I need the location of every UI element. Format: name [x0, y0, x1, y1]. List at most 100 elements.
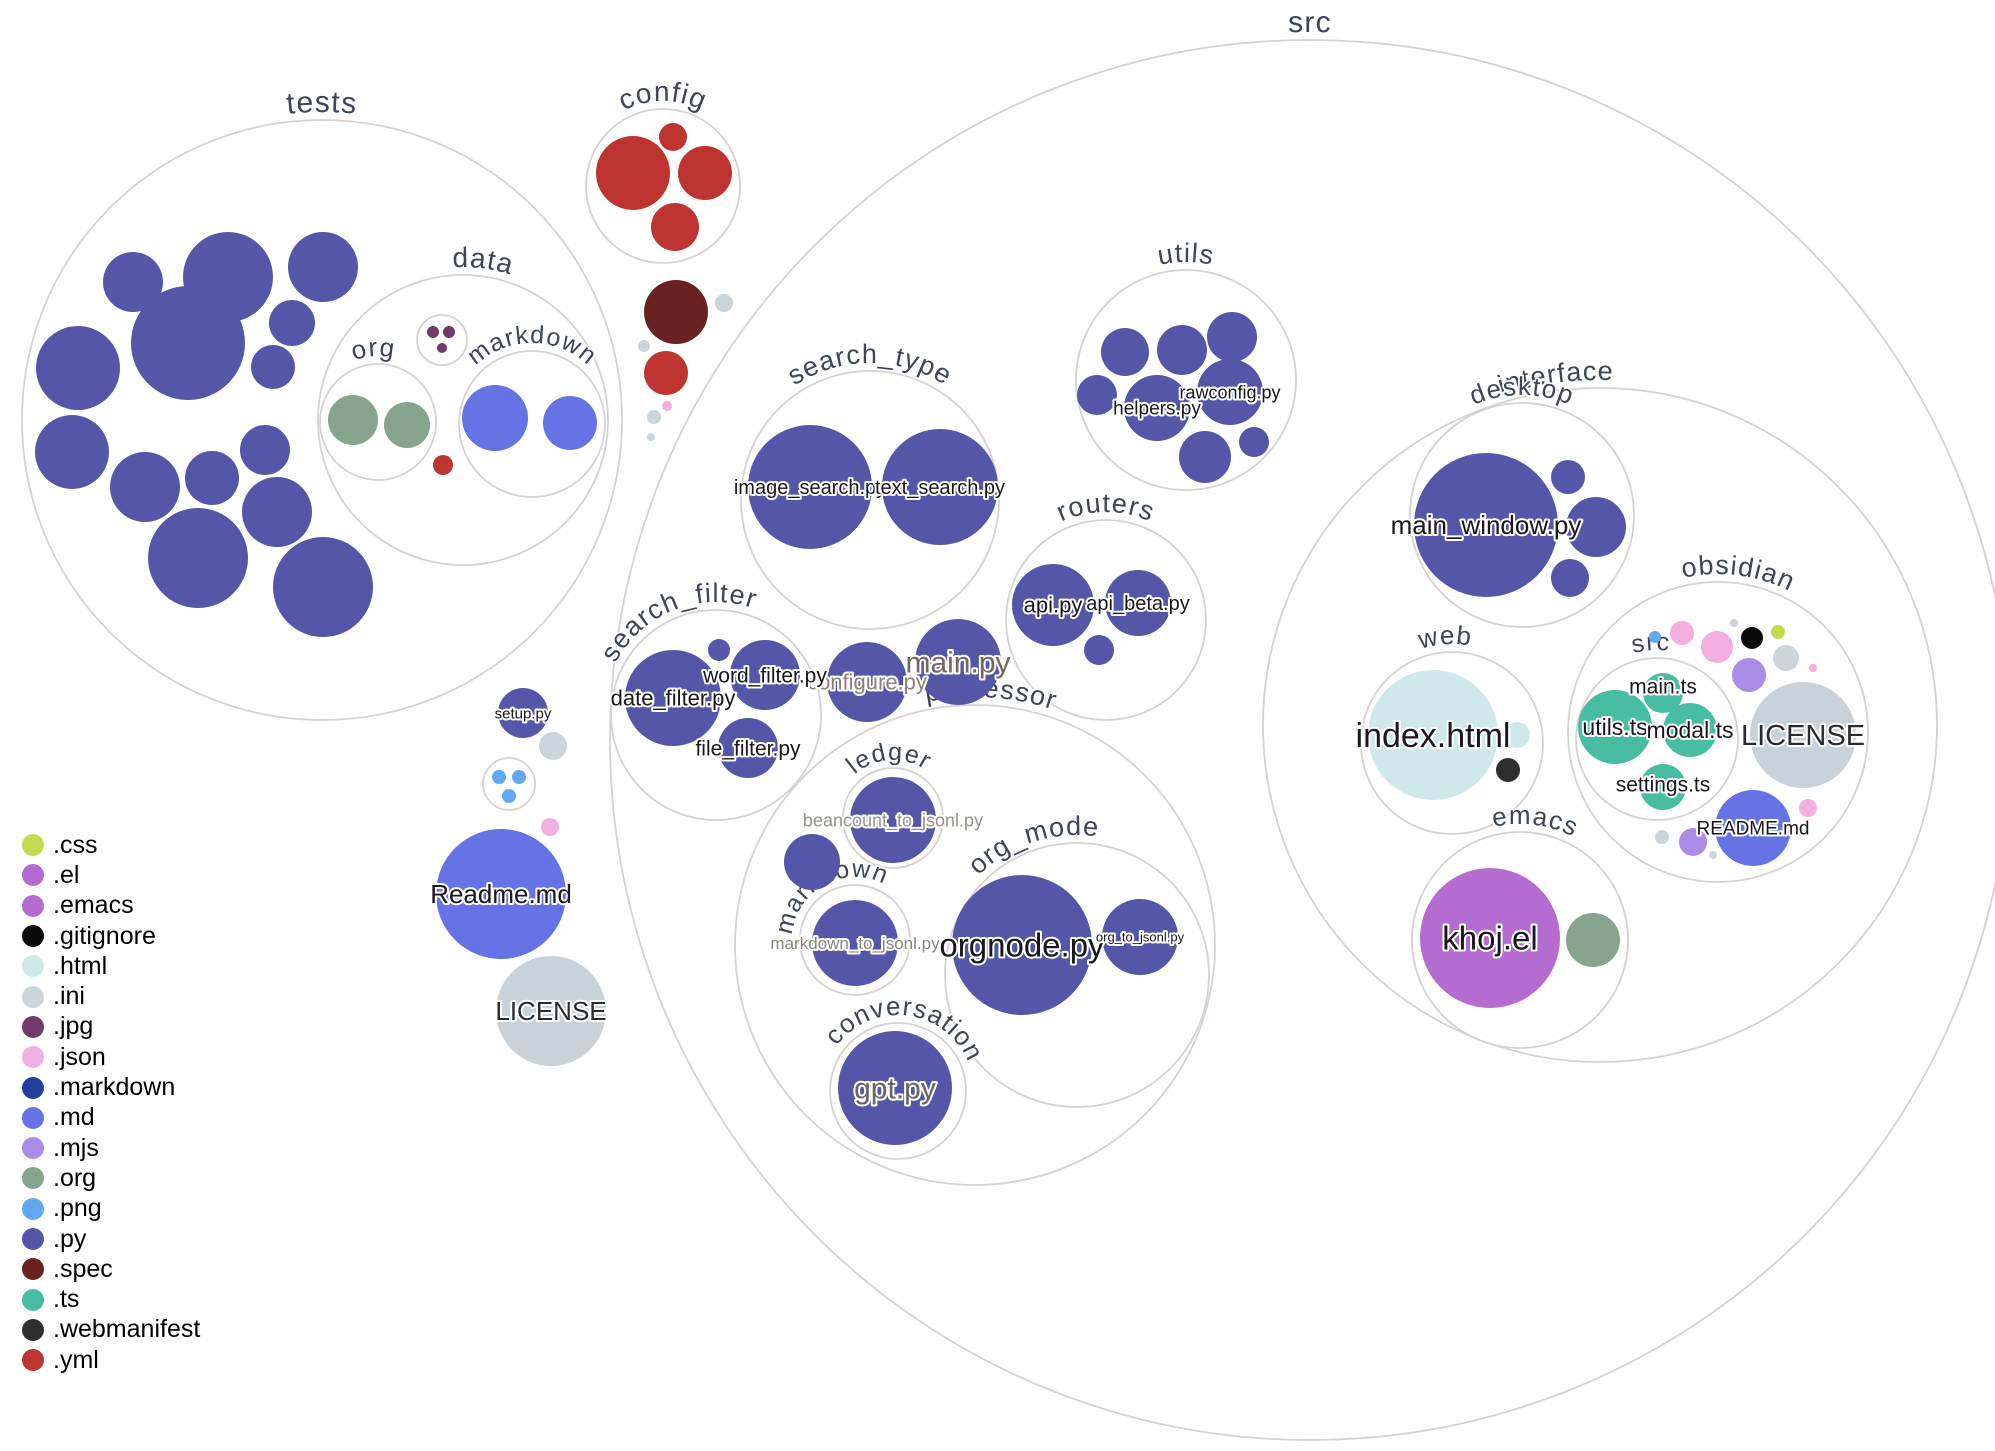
file-api.py-label: api.py [1024, 593, 1083, 618]
legend-item-mjs: .mjs [22, 1133, 200, 1163]
file-helpers.py-circle [1124, 375, 1190, 441]
file-py-file-circle [185, 451, 239, 505]
folder-data-markdown-label: markdown [462, 321, 603, 371]
file-yml-file-circle [596, 136, 670, 210]
file-mjs-file-circle [1679, 828, 1707, 856]
file-beancount_to_jsonl.py-label: beancount_to_jsonl.py [803, 810, 983, 831]
file-py-file-circle [240, 425, 290, 475]
legend-swatch-md-icon [22, 1106, 44, 1129]
file-spec-file-circle [644, 280, 708, 344]
legend-swatch-html-icon [22, 955, 44, 978]
file-css-file-circle [1771, 625, 1785, 639]
legend-swatch-ini-icon [22, 985, 44, 1008]
file-modal.ts-circle [1663, 703, 1717, 757]
legend-label-md: .md [53, 1103, 95, 1132]
file-main.ts-circle [1643, 673, 1683, 713]
file-file_filter.py-circle [718, 718, 778, 778]
file-py-file-circle [1551, 460, 1585, 494]
file-rawconfig.py-label: rawconfig.py [1179, 382, 1280, 402]
file-orgnode.py-circle [952, 875, 1092, 1015]
file-png-file-circle [1649, 631, 1661, 643]
file-py-file-circle [110, 452, 180, 522]
file-text_search.py-label: text_search.py [875, 477, 1005, 499]
legend-item-html: .html [22, 951, 200, 981]
file-png-file-circle [502, 789, 516, 803]
file-org-file-circle [1566, 913, 1620, 967]
file-jpg-file-circle [427, 326, 439, 338]
file-ini-file-circle [1709, 851, 1717, 859]
file-py-file-circle [1239, 427, 1269, 457]
legend-swatch-yml-icon [22, 1349, 44, 1372]
file-LICENSE-circle [496, 956, 606, 1066]
file-yml-file-circle [433, 455, 453, 475]
file-settings.ts-circle [1640, 764, 1686, 810]
file-modal.ts-label: modal.ts [1647, 717, 1734, 743]
legend-item-jpg: .jpg [22, 1012, 200, 1042]
file-py-file-circle [35, 415, 109, 489]
file-yml-file-circle [644, 351, 688, 395]
file-index.html-circle [1368, 670, 1498, 800]
file-py-file-circle [1101, 328, 1149, 376]
file-gitignore-file-circle [1741, 627, 1763, 649]
file-jpg-file-circle [437, 343, 447, 353]
legend-swatch-el-icon [22, 864, 44, 887]
file-py-file-circle [251, 345, 295, 389]
file-markdown_to_jsonl.py-label: markdown_to_jsonl.py [770, 934, 940, 953]
legend-label-yml: .yml [53, 1345, 99, 1374]
file-ini-file-circle [638, 340, 650, 352]
folder-src-label: src [1288, 6, 1332, 39]
legend-item-css: .css [22, 830, 200, 860]
legend-item-gitignore: .gitignore [22, 921, 200, 951]
file-py-file-circle [708, 639, 730, 661]
file-api.py-circle [1012, 564, 1094, 646]
legend-item-png: .png [22, 1194, 200, 1224]
legend-item-json: .json [22, 1042, 200, 1072]
file-json-file-circle [662, 401, 672, 411]
legend-item-spec: .spec [22, 1254, 200, 1284]
legend-label-jpg: .jpg [53, 1012, 94, 1041]
file-markdown_to_jsonl.py-circle [812, 900, 898, 986]
file-beancount_to_jsonl.py-circle [850, 777, 936, 863]
file-py-file-circle [1179, 431, 1231, 483]
legend-item-ts: .ts [22, 1284, 200, 1314]
file-json-file-circle [1701, 631, 1733, 663]
legend-item-yml: .yml [22, 1345, 200, 1375]
legend-label-json: .json [53, 1042, 106, 1071]
file-py-file-circle [1084, 635, 1114, 665]
legend-label-html: .html [53, 951, 108, 980]
file-py-file-circle [1551, 559, 1589, 597]
legend-swatch-py-icon [22, 1228, 44, 1250]
file-gpt.py-circle [838, 1031, 952, 1145]
legend-label-el: .el [53, 860, 80, 889]
legend-item-emacs: .emacs [22, 891, 200, 921]
file-org_to_jsonl.py-label: org_to_jsonl.py [1096, 930, 1185, 945]
folder-tests-label: tests [285, 86, 359, 121]
legend-label-markdown: .markdown [53, 1073, 176, 1102]
file-text_search.py-circle [882, 429, 998, 545]
legend-label-py: .py [53, 1224, 87, 1253]
legend-item-el: .el [22, 860, 200, 890]
folder-web-label: web [1414, 620, 1474, 655]
file-ini-file-circle [1655, 830, 1669, 844]
file-json-file-circle [541, 818, 559, 836]
file-md-file-circle [543, 396, 597, 450]
legend-swatch-mjs-icon [22, 1137, 44, 1160]
file-ini-file-circle [647, 410, 661, 424]
legend: .css .el .emacs .gitignore .html .ini .jpg .jso… [22, 830, 200, 1375]
file-orgnode.py-label: orgnode.py [939, 927, 1105, 964]
legend-item-markdown: .markdown [22, 1072, 200, 1102]
legend-swatch-webmanifest-icon [22, 1318, 44, 1341]
file-json-file-circle [1670, 621, 1694, 645]
file-ini-file-circle [539, 732, 567, 760]
file-py-file-circle [784, 834, 840, 890]
file-LICENSE-label: LICENSE [495, 996, 606, 1026]
file-json-file-circle [1809, 664, 1817, 672]
file-khoj.el-label: khoj.el [1442, 920, 1537, 957]
file-main.py-circle [915, 619, 1001, 705]
file-Readme.md-circle [436, 829, 566, 959]
file-date_filter.py-circle [625, 650, 721, 746]
file-yml-file-circle [659, 123, 687, 151]
file-org-file-circle [384, 402, 430, 448]
folder-obsidian-src-label: src [1629, 628, 1671, 659]
